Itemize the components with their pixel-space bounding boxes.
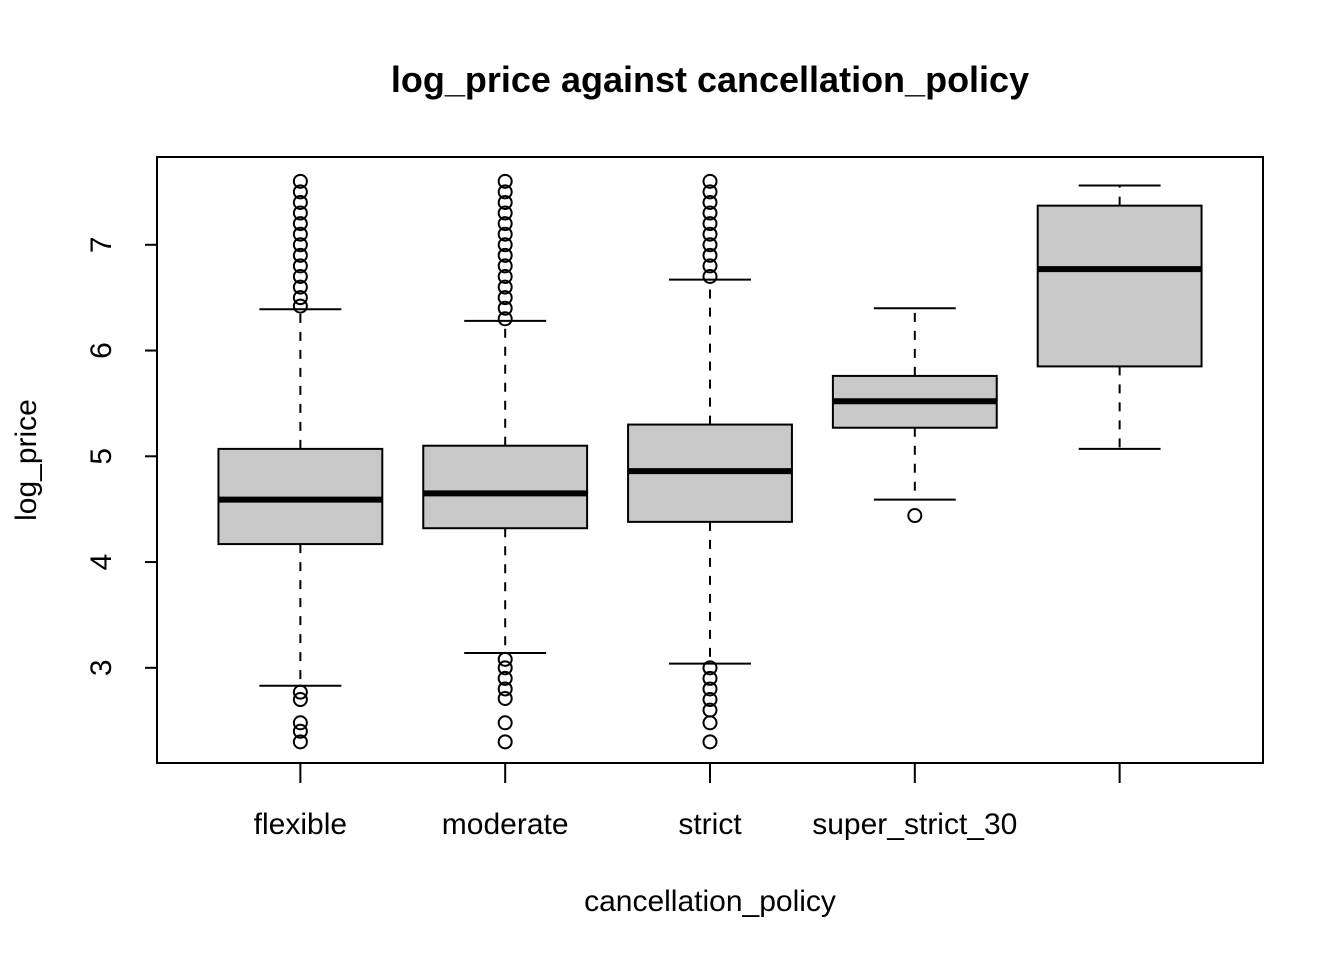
plot-marks: [217, 173, 1203, 750]
outlier-point: [497, 258, 513, 274]
outlier-point: [292, 216, 308, 232]
outlier-point: [702, 734, 718, 750]
outlier-point: [292, 715, 308, 731]
outlier-point: [497, 247, 513, 263]
x-tick-label: strict: [678, 808, 742, 841]
outlier-point: [497, 290, 513, 306]
y-tick-label: 6: [85, 342, 118, 359]
outlier-point: [292, 723, 308, 739]
outlier-point: [702, 258, 718, 274]
outlier-point: [292, 269, 308, 285]
outlier-point: [292, 279, 308, 295]
y-axis-label: log_price: [10, 399, 43, 521]
outlier-point: [292, 258, 308, 274]
box-iqr: [422, 444, 589, 530]
box-iqr: [217, 447, 384, 546]
outlier-point: [292, 247, 308, 263]
outlier-point: [497, 670, 513, 686]
outlier-point: [292, 226, 308, 242]
box-group: [831, 307, 998, 524]
outlier-point: [497, 715, 513, 731]
x-tick-label: flexible: [254, 808, 347, 841]
outlier-point: [702, 216, 718, 232]
outlier-point: [702, 692, 718, 708]
outlier-point: [497, 279, 513, 295]
outlier-point: [702, 237, 718, 253]
x-tick-label: super_strict_30: [812, 808, 1017, 841]
outlier-point: [702, 681, 718, 697]
outlier-point: [292, 734, 308, 750]
outlier-point: [497, 660, 513, 676]
outlier-point: [702, 660, 718, 676]
box-iqr: [1036, 204, 1203, 368]
y-tick-label: 5: [85, 448, 118, 465]
outlier-point: [292, 692, 308, 708]
outlier-point: [497, 237, 513, 253]
outlier-point: [497, 216, 513, 232]
outlier-point: [702, 205, 718, 221]
outlier-point: [497, 311, 513, 327]
outlier-point: [497, 226, 513, 242]
x-tick-label: moderate: [442, 808, 569, 841]
outlier-point: [292, 173, 308, 189]
outlier-point: [497, 194, 513, 210]
outlier-point: [292, 298, 308, 314]
outlier-point: [497, 651, 513, 667]
box-group: [422, 173, 589, 750]
outlier-point: [702, 269, 718, 285]
chart-title: log_price against cancellation_policy: [391, 59, 1029, 100]
outlier-point: [702, 715, 718, 731]
outlier-point: [702, 194, 718, 210]
outlier-point: [702, 226, 718, 242]
outlier-point: [702, 184, 718, 200]
box-group: [1036, 184, 1203, 450]
x-axis-label: cancellation_policy: [584, 885, 836, 918]
outlier-point: [497, 681, 513, 697]
outlier-point: [497, 300, 513, 316]
outlier-point: [702, 702, 718, 718]
outlier-point: [497, 269, 513, 285]
outlier-point: [907, 508, 923, 524]
outlier-point: [497, 734, 513, 750]
outlier-point: [497, 690, 513, 706]
outlier-point: [292, 194, 308, 210]
outlier-point: [292, 184, 308, 200]
y-axis: 3 4 5 6 7: [85, 236, 157, 676]
y-tick-label: 4: [85, 554, 118, 571]
outlier-point: [292, 290, 308, 306]
box-group: [217, 173, 384, 750]
x-axis: flexible moderate strict super_strict_30: [254, 763, 1121, 841]
outlier-point: [292, 684, 308, 700]
y-tick-label: 3: [85, 659, 118, 676]
outlier-point: [497, 205, 513, 221]
box-group: [627, 173, 793, 750]
outlier-point: [497, 184, 513, 200]
outlier-point: [702, 247, 718, 263]
outlier-point: [292, 205, 308, 221]
y-tick-label: 7: [85, 236, 118, 253]
outlier-point: [702, 670, 718, 686]
outlier-point: [702, 173, 718, 189]
outlier-point: [497, 173, 513, 189]
outlier-point: [292, 237, 308, 253]
